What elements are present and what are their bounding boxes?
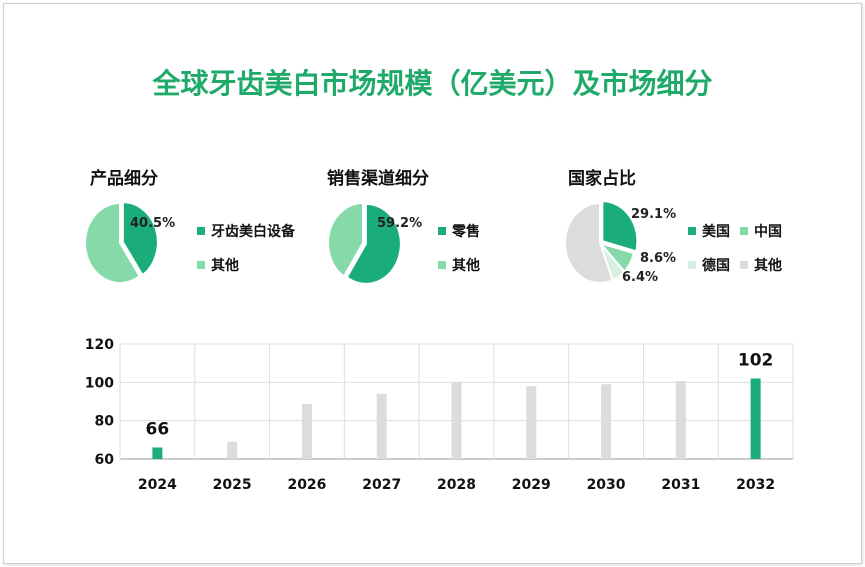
x-tick-label: 2031 (661, 477, 700, 493)
pie-slice (121, 201, 159, 277)
pie-label-country-us: 29.1% (631, 207, 677, 222)
legend-swatch (740, 227, 748, 235)
legend-label: 零售 (452, 224, 480, 240)
legend-label: 其他 (754, 258, 782, 274)
legend-swatch (438, 261, 446, 269)
legend-item: 其他 (197, 255, 239, 275)
legend-label: 其他 (452, 258, 480, 274)
pie-label-country-china: 8.6% (640, 251, 677, 266)
legend-swatch (688, 261, 696, 269)
pie-0 (84, 201, 159, 284)
x-tick-label: 2024 (138, 477, 177, 493)
bar-chart-grid: 60 80 100 120 (85, 337, 794, 468)
x-tick-label: 2030 (587, 477, 626, 493)
legend-swatch (197, 261, 205, 269)
legend-label: 牙齿美白设备 (211, 224, 295, 240)
pie-label-country-germany: 6.4% (622, 270, 659, 285)
legend-item: 牙齿美白设备 (197, 221, 295, 241)
pie-slice (327, 201, 364, 278)
bar-2026 (301, 403, 312, 459)
data-label: 66 (146, 420, 170, 440)
pie-slice (84, 201, 141, 284)
x-tick-label: 2025 (213, 477, 252, 493)
y-tick-label: 60 (95, 452, 115, 468)
pie-label-product-device: 40.5% (130, 216, 176, 231)
pie-title-channel: 销售渠道细分 (327, 169, 429, 189)
y-tick-label: 80 (95, 414, 115, 430)
pie-slice (345, 202, 402, 285)
legend-label: 美国 (702, 224, 730, 240)
legend-label: 其他 (211, 258, 239, 274)
chart-card (3, 3, 862, 564)
legend-item: 德国 (688, 255, 730, 275)
x-tick-label: 2026 (287, 477, 326, 493)
legend-item: 零售 (438, 221, 480, 241)
x-tick-label: 2028 (437, 477, 476, 493)
pie-slice (601, 200, 639, 253)
legend-label: 中国 (754, 224, 782, 240)
pie-2 (564, 200, 639, 284)
data-label: 102 (738, 351, 774, 371)
legend-swatch (740, 261, 748, 269)
page-title: 全球牙齿美白市场规模（亿美元）及市场细分 (152, 67, 713, 100)
bar-2027 (376, 393, 387, 459)
bar-2024 (152, 447, 163, 459)
legend-item: 中国 (740, 221, 782, 241)
bar-2031 (675, 380, 686, 459)
bar-2032 (750, 378, 761, 459)
x-tick-label: 2029 (512, 477, 551, 493)
bar-2030 (601, 384, 612, 459)
y-tick-label: 100 (85, 375, 114, 391)
legend-item: 其他 (438, 255, 480, 275)
pie-label-channel-retail: 59.2% (377, 216, 423, 231)
pie-slice (564, 201, 614, 284)
legend-swatch (688, 227, 696, 235)
legend-swatch (438, 227, 446, 235)
legend-swatch (197, 227, 205, 235)
x-tick-label: 2032 (736, 477, 775, 493)
bar-2029 (526, 386, 537, 459)
x-tick-label: 2027 (362, 477, 401, 493)
legend-item: 美国 (688, 221, 730, 241)
pie-1 (327, 201, 402, 285)
legend-label: 德国 (702, 258, 730, 274)
bar-2025 (227, 441, 238, 459)
pie-title-product: 产品细分 (90, 169, 158, 189)
legend-item: 其他 (740, 255, 782, 275)
y-tick-label: 120 (85, 337, 114, 353)
pie-title-country: 国家占比 (568, 169, 636, 189)
bar-2028 (451, 382, 462, 459)
